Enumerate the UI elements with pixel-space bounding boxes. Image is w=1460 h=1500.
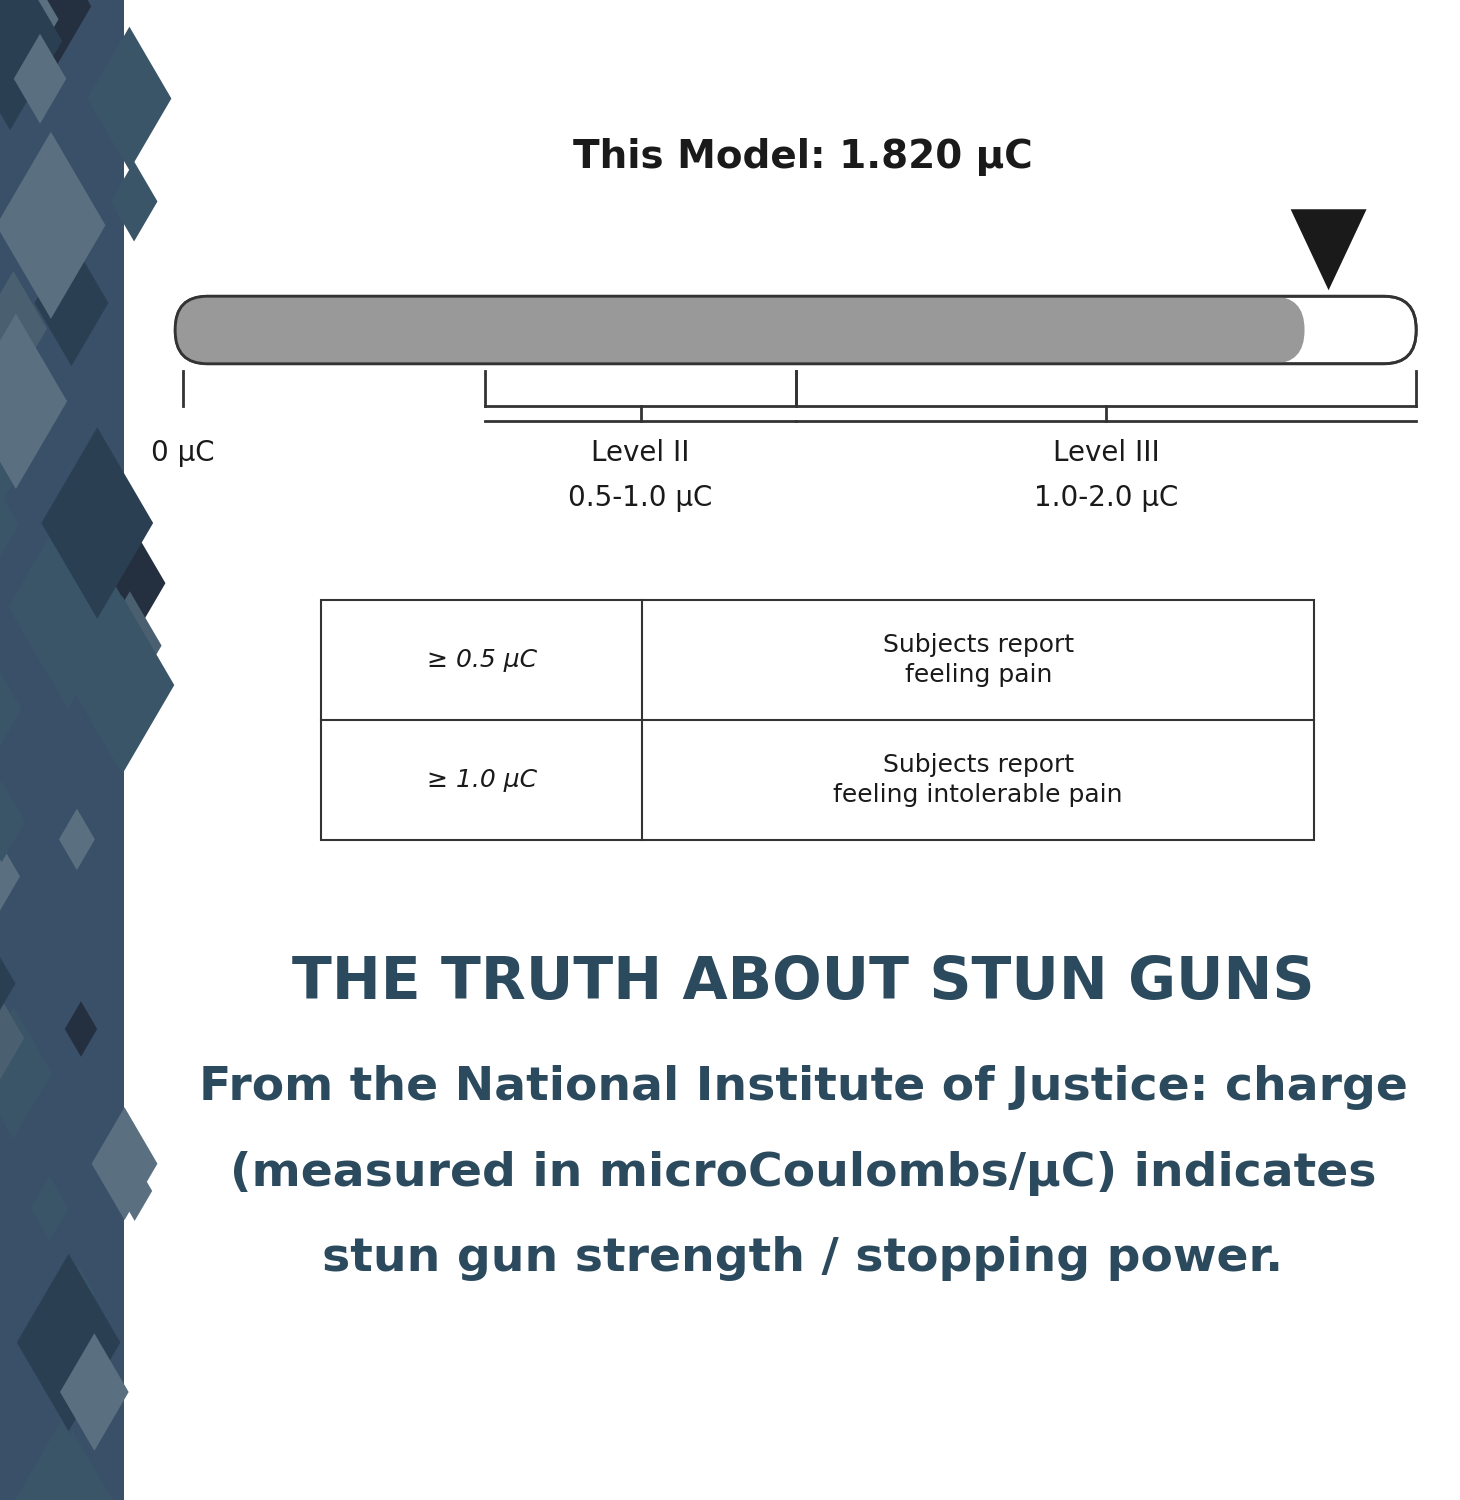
Polygon shape <box>19 1431 126 1500</box>
Text: 0.5-1.0 μC: 0.5-1.0 μC <box>568 483 712 512</box>
Text: Subjects report: Subjects report <box>883 633 1073 657</box>
Polygon shape <box>1291 210 1367 291</box>
Polygon shape <box>88 27 171 171</box>
Polygon shape <box>0 132 105 320</box>
Polygon shape <box>60 1334 128 1450</box>
Text: THE TRUTH ABOUT STUN GUNS: THE TRUTH ABOUT STUN GUNS <box>292 954 1314 1011</box>
Polygon shape <box>64 1002 98 1058</box>
Text: 1.0-2.0 μC: 1.0-2.0 μC <box>1034 483 1178 512</box>
Text: (measured in microCoulombs/μC) indicates: (measured in microCoulombs/μC) indicates <box>229 1150 1377 1196</box>
Polygon shape <box>0 387 35 506</box>
Polygon shape <box>0 782 25 862</box>
Polygon shape <box>0 0 91 88</box>
Polygon shape <box>0 1007 53 1138</box>
Polygon shape <box>58 808 95 870</box>
Text: feeling intolerable pain: feeling intolerable pain <box>834 783 1123 807</box>
Polygon shape <box>4 1420 118 1500</box>
Polygon shape <box>98 591 162 700</box>
Polygon shape <box>92 1107 158 1220</box>
FancyBboxPatch shape <box>0 0 124 1500</box>
Polygon shape <box>0 0 63 130</box>
Polygon shape <box>72 503 165 664</box>
FancyBboxPatch shape <box>175 296 1305 364</box>
Polygon shape <box>0 0 98 64</box>
Polygon shape <box>0 654 22 765</box>
Polygon shape <box>0 984 25 1094</box>
Text: stun gun strength / stopping power.: stun gun strength / stopping power. <box>323 1236 1283 1281</box>
Text: This Model: 1.820 μC: This Model: 1.820 μC <box>574 138 1032 177</box>
Text: From the National Institute of Justice: charge: From the National Institute of Justice: … <box>199 1065 1407 1110</box>
Polygon shape <box>35 240 108 366</box>
Polygon shape <box>0 0 58 92</box>
Text: Level III: Level III <box>1053 438 1159 466</box>
Polygon shape <box>18 1254 120 1431</box>
Polygon shape <box>70 596 174 774</box>
Polygon shape <box>0 477 19 573</box>
Text: ≥ 1.0 μC: ≥ 1.0 μC <box>426 768 537 792</box>
FancyBboxPatch shape <box>175 296 1416 364</box>
Polygon shape <box>0 951 16 1016</box>
Polygon shape <box>63 1266 95 1322</box>
Polygon shape <box>117 1161 152 1221</box>
Polygon shape <box>9 504 128 710</box>
Text: Subjects report: Subjects report <box>883 753 1073 777</box>
Polygon shape <box>41 427 153 618</box>
Text: feeling pain: feeling pain <box>905 663 1051 687</box>
Polygon shape <box>0 822 20 932</box>
Text: 0 μC: 0 μC <box>150 438 215 466</box>
Text: ≥ 0.5 μC: ≥ 0.5 μC <box>426 648 537 672</box>
Text: Level II: Level II <box>591 438 689 466</box>
Polygon shape <box>0 272 47 386</box>
Polygon shape <box>13 34 66 123</box>
Polygon shape <box>111 162 158 242</box>
Polygon shape <box>9 0 80 13</box>
Polygon shape <box>31 1176 69 1240</box>
Polygon shape <box>0 314 67 489</box>
